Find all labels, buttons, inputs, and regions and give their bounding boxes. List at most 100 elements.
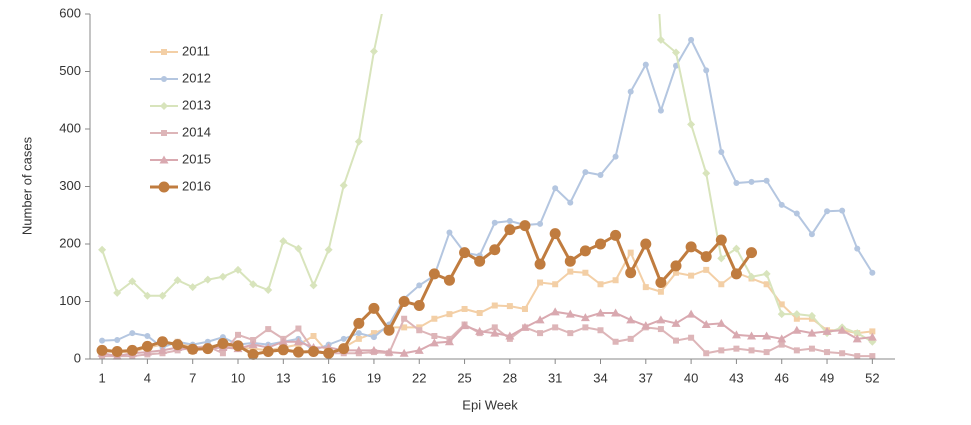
marker	[777, 310, 786, 319]
marker	[854, 353, 861, 360]
x-tick-label: 40	[684, 370, 698, 385]
marker	[99, 337, 106, 344]
legend-marker	[158, 181, 170, 193]
marker	[657, 288, 664, 295]
marker	[867, 332, 877, 341]
marker	[506, 218, 513, 224]
marker	[173, 276, 182, 285]
marker	[232, 340, 244, 352]
marker	[535, 315, 545, 324]
marker	[203, 275, 212, 284]
marker	[627, 335, 634, 342]
marker	[747, 272, 756, 281]
marker	[807, 311, 816, 320]
marker	[715, 234, 727, 246]
marker	[718, 281, 725, 288]
marker	[459, 247, 471, 259]
marker	[642, 284, 649, 291]
marker	[308, 346, 320, 358]
marker	[295, 325, 302, 332]
marker	[534, 258, 546, 270]
marker	[703, 266, 710, 273]
marker	[292, 346, 304, 358]
y-tick-label: 100	[59, 293, 81, 308]
marker	[489, 244, 501, 256]
marker	[476, 310, 483, 316]
marker	[731, 330, 741, 339]
marker	[172, 339, 184, 351]
marker	[354, 345, 364, 354]
marker	[822, 326, 832, 335]
y-tick-label: 600	[59, 5, 81, 20]
marker	[824, 208, 831, 215]
marker	[399, 348, 409, 357]
marker	[793, 347, 800, 354]
marker	[824, 349, 831, 356]
marker	[612, 153, 619, 160]
marker	[732, 244, 741, 253]
marker	[686, 309, 696, 318]
x-tick-label: 7	[189, 370, 196, 385]
marker	[625, 267, 637, 279]
x-tick-label: 16	[321, 370, 335, 385]
marker	[519, 220, 531, 232]
marker	[414, 345, 424, 354]
marker	[869, 269, 876, 276]
series-line	[102, 37, 874, 352]
marker	[564, 255, 576, 267]
marker	[143, 291, 152, 300]
x-tick-label: 31	[548, 370, 562, 385]
marker	[792, 310, 801, 319]
marker	[384, 347, 394, 356]
marker	[869, 328, 876, 335]
marker	[702, 169, 711, 178]
marker	[428, 268, 440, 280]
marker	[444, 337, 454, 346]
x-tick-label: 43	[729, 370, 743, 385]
marker	[204, 338, 211, 345]
marker	[579, 245, 591, 257]
marker	[537, 330, 544, 337]
marker	[505, 331, 515, 340]
marker	[431, 333, 438, 339]
marker	[703, 350, 710, 357]
y-axis-label: Number of cases	[19, 136, 34, 235]
marker	[277, 344, 289, 356]
marker	[217, 337, 229, 349]
marker	[416, 282, 423, 289]
marker	[565, 309, 575, 318]
marker	[262, 346, 274, 358]
marker	[642, 61, 649, 68]
legend-marker	[159, 155, 169, 164]
marker	[763, 177, 770, 184]
marker	[718, 347, 725, 354]
marker	[837, 325, 847, 334]
marker	[369, 47, 378, 56]
marker	[413, 300, 425, 312]
marker	[324, 245, 333, 254]
marker	[235, 331, 242, 338]
marker	[763, 349, 770, 356]
marker	[688, 334, 695, 341]
marker	[793, 210, 800, 217]
marker	[641, 321, 651, 330]
x-tick-label: 34	[593, 370, 607, 385]
marker	[762, 331, 772, 340]
marker	[612, 277, 619, 284]
marker	[716, 318, 726, 327]
marker	[491, 219, 498, 226]
marker	[733, 345, 740, 352]
marker	[338, 343, 350, 355]
marker	[537, 220, 544, 227]
marker	[309, 281, 318, 290]
marker	[401, 324, 408, 331]
marker	[113, 288, 122, 297]
marker	[869, 353, 876, 360]
marker	[746, 247, 758, 259]
x-axis-label: Epi Week	[462, 397, 518, 412]
y-tick-label: 0	[74, 350, 81, 365]
x-tick-label: 46	[774, 370, 788, 385]
marker	[612, 338, 619, 345]
marker	[126, 344, 138, 356]
marker	[853, 329, 862, 338]
